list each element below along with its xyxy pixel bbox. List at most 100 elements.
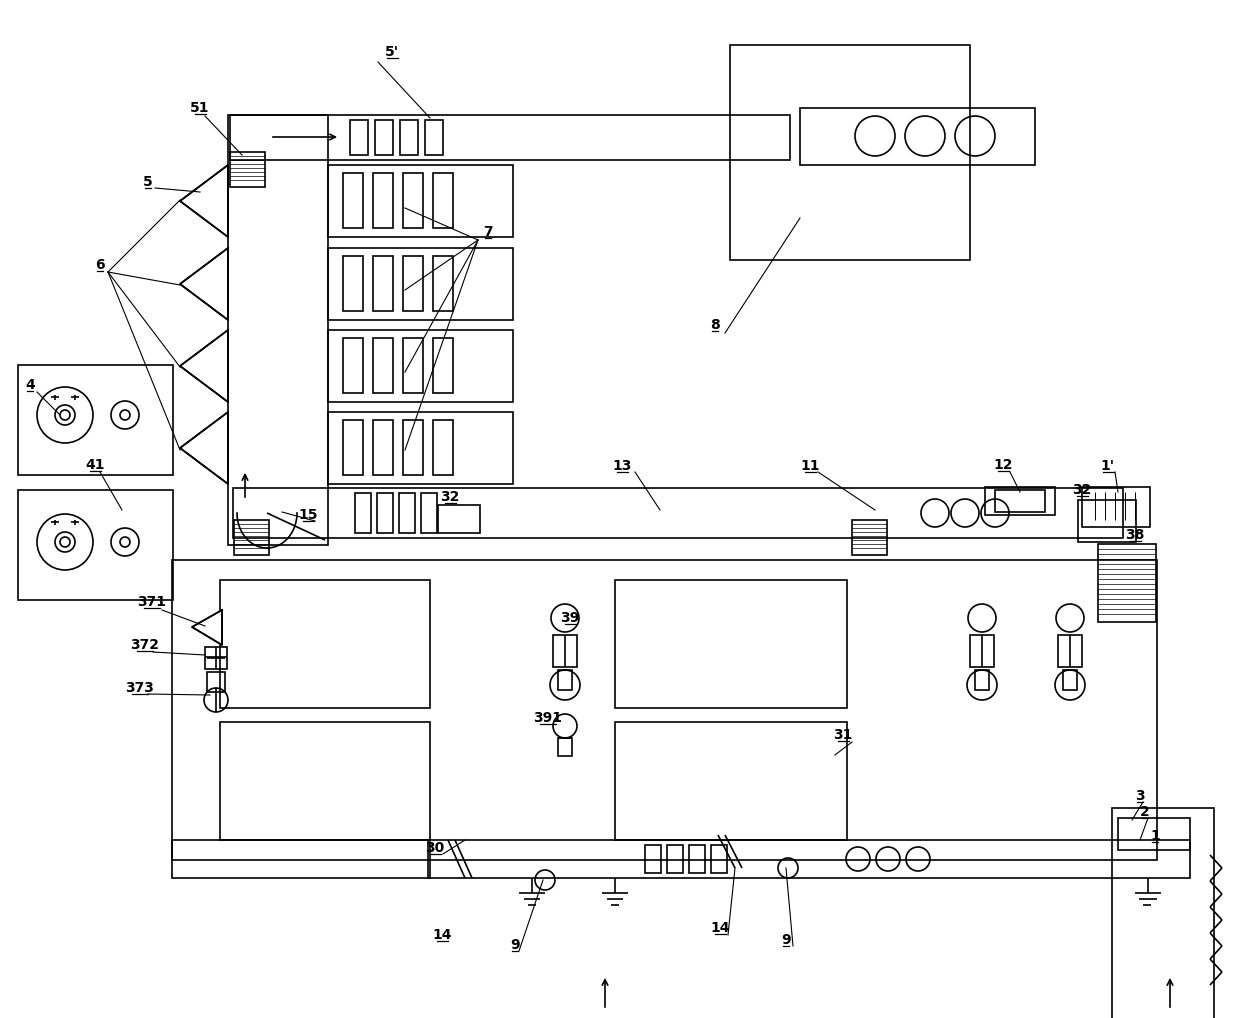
Polygon shape	[180, 330, 228, 402]
Text: 372: 372	[130, 638, 160, 652]
Bar	[219, 580, 430, 708]
Polygon shape	[180, 165, 228, 237]
Bar	[558, 738, 572, 756]
Bar	[970, 635, 994, 667]
Text: 9: 9	[781, 934, 791, 947]
Bar	[403, 256, 423, 312]
Polygon shape	[180, 248, 228, 320]
Text: 391: 391	[533, 711, 563, 725]
Bar	[207, 672, 224, 692]
Bar	[1063, 670, 1078, 690]
Bar	[711, 845, 727, 873]
Bar	[229, 115, 790, 160]
Bar	[233, 488, 1123, 538]
Bar	[428, 840, 1190, 878]
Text: 9: 9	[510, 938, 520, 952]
Bar	[730, 45, 970, 260]
Text: 14: 14	[711, 921, 730, 935]
Bar	[425, 120, 443, 155]
Bar	[343, 173, 363, 228]
Text: 4: 4	[25, 378, 35, 392]
Polygon shape	[180, 412, 228, 484]
Bar	[1078, 500, 1136, 542]
Bar	[403, 173, 423, 228]
Bar	[645, 845, 661, 873]
Bar	[234, 520, 269, 555]
Text: 14: 14	[433, 928, 451, 942]
Text: 30: 30	[425, 841, 445, 855]
Bar	[350, 120, 368, 155]
Bar	[433, 338, 453, 393]
Text: 6: 6	[95, 258, 105, 272]
Circle shape	[60, 410, 69, 420]
Bar	[401, 120, 418, 155]
Bar	[615, 722, 847, 840]
Bar	[374, 120, 393, 155]
Bar	[433, 173, 453, 228]
Bar	[205, 647, 227, 669]
Bar	[994, 490, 1045, 512]
Circle shape	[60, 538, 69, 547]
Bar	[172, 560, 1157, 860]
Bar	[228, 115, 329, 545]
Text: 12: 12	[993, 458, 1013, 472]
Bar	[373, 420, 393, 475]
Text: 32: 32	[1073, 483, 1091, 497]
Text: 41: 41	[86, 458, 104, 472]
Text: 32: 32	[440, 490, 460, 504]
Bar	[1097, 544, 1156, 622]
Bar	[329, 412, 513, 484]
Bar	[800, 108, 1035, 165]
Bar	[422, 493, 436, 533]
Bar	[172, 840, 430, 878]
Text: 1: 1	[1151, 829, 1159, 843]
Bar	[399, 493, 415, 533]
Bar	[343, 420, 363, 475]
Bar	[438, 505, 480, 533]
Bar	[219, 722, 430, 840]
Bar	[373, 338, 393, 393]
Bar	[553, 635, 577, 667]
Bar	[1083, 487, 1149, 527]
Text: 11: 11	[800, 459, 820, 473]
Bar	[329, 248, 513, 320]
Text: 39: 39	[560, 611, 579, 625]
Bar	[373, 173, 393, 228]
Text: 5': 5'	[384, 45, 399, 59]
Bar	[403, 420, 423, 475]
Text: 371: 371	[138, 595, 166, 609]
Text: 38: 38	[1126, 528, 1145, 542]
Bar	[433, 256, 453, 312]
Bar	[373, 256, 393, 312]
Bar	[329, 165, 513, 237]
Bar	[558, 670, 572, 690]
Bar	[343, 338, 363, 393]
Bar	[229, 152, 265, 187]
Bar	[852, 520, 887, 555]
Bar	[19, 490, 174, 600]
Bar	[975, 670, 990, 690]
Text: 15: 15	[299, 508, 317, 522]
Text: 3: 3	[1135, 789, 1145, 803]
Text: 373: 373	[125, 681, 155, 695]
Text: 2: 2	[1140, 805, 1149, 819]
Bar	[377, 493, 393, 533]
Polygon shape	[192, 610, 222, 645]
Bar	[403, 338, 423, 393]
Bar	[667, 845, 683, 873]
Bar	[355, 493, 371, 533]
Bar	[615, 580, 847, 708]
Bar	[1118, 818, 1190, 850]
Text: 5: 5	[143, 175, 153, 189]
Bar	[985, 487, 1055, 515]
Bar	[19, 365, 174, 475]
Text: 13: 13	[613, 459, 631, 473]
Text: 31: 31	[833, 728, 853, 742]
Bar	[689, 845, 706, 873]
Bar	[343, 256, 363, 312]
Text: 51: 51	[190, 101, 210, 115]
Bar	[433, 420, 453, 475]
Text: 7: 7	[484, 225, 492, 239]
Text: 8: 8	[711, 318, 720, 332]
Bar	[1058, 635, 1083, 667]
